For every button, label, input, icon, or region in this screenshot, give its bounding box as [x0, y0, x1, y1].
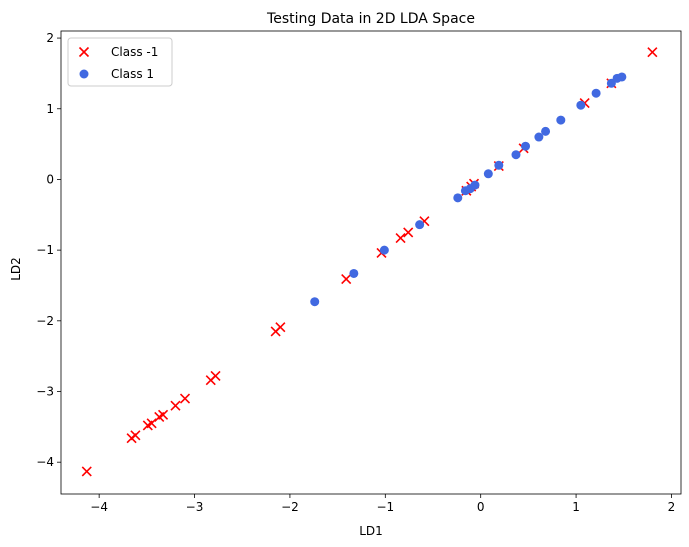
data-point — [403, 227, 414, 238]
y-tick-label: −1 — [36, 243, 54, 257]
data-point — [210, 370, 221, 382]
x-tick-label: 2 — [668, 500, 676, 514]
data-point — [157, 409, 169, 420]
y-tick-label: −3 — [36, 385, 54, 399]
data-point — [494, 160, 504, 170]
data-point — [556, 115, 566, 125]
x-tick-label: −4 — [90, 500, 108, 514]
data-point — [275, 322, 286, 333]
data-point — [349, 268, 359, 278]
data-point — [146, 418, 157, 429]
data-point — [534, 132, 544, 142]
data-point — [647, 47, 658, 58]
legend-marker — [79, 69, 89, 79]
x-tick-label: −2 — [281, 500, 299, 514]
x-tick-label: 0 — [477, 500, 485, 514]
chart-title: Testing Data in 2D LDA Space — [266, 11, 475, 27]
legend-box — [67, 37, 173, 87]
data-point — [130, 430, 141, 441]
y-tick-label: 1 — [46, 102, 54, 116]
data-point — [521, 141, 531, 151]
data-point — [576, 100, 586, 110]
series-2 — [310, 72, 627, 307]
legend-entry: Class -1 — [78, 45, 158, 59]
legend-entry: Class 1 — [79, 67, 154, 81]
data-point — [170, 400, 181, 411]
legend-label: Class 1 — [111, 67, 154, 81]
data-point — [81, 466, 92, 477]
legend-marker — [78, 46, 90, 58]
axes: −4 −3 −2 −1 0 1 2 −4 −3 −2 −1 0 1 2 — [36, 30, 682, 514]
data-point — [310, 297, 320, 307]
x-tick-label: −3 — [186, 500, 204, 514]
data-point — [470, 180, 480, 190]
data-point — [453, 193, 463, 203]
y-tick-label: −2 — [36, 314, 54, 328]
data-point — [341, 274, 352, 285]
x-tick-label: 1 — [572, 500, 580, 514]
data-point — [379, 245, 389, 255]
axes-frame — [60, 30, 682, 495]
data-point — [395, 233, 406, 244]
data-point — [541, 126, 551, 136]
x-axis-title: LD1 — [359, 524, 383, 538]
y-tick-label: 2 — [46, 31, 54, 45]
data-point — [483, 169, 493, 179]
y-tick-label: 0 — [46, 172, 54, 186]
legend: Class -1 Class 1 — [67, 37, 173, 87]
data-point — [415, 220, 425, 230]
plot-area — [81, 47, 658, 477]
legend-label: Class -1 — [111, 45, 158, 59]
data-point — [591, 88, 601, 98]
data-point — [179, 393, 191, 404]
data-point — [511, 150, 521, 160]
x-tick-label: −1 — [376, 500, 394, 514]
y-tick-label: −4 — [36, 455, 54, 469]
data-point — [617, 72, 627, 82]
y-axis-title: LD2 — [9, 257, 23, 281]
